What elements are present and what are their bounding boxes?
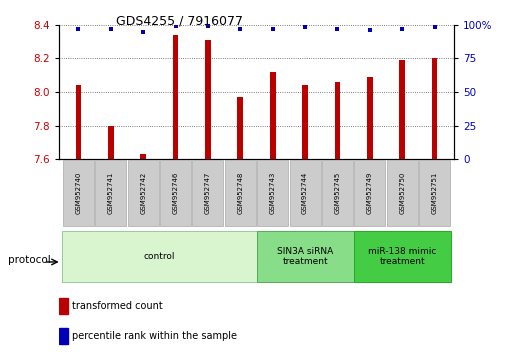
Bar [334,82,340,159]
FancyBboxPatch shape [128,160,159,226]
FancyBboxPatch shape [353,231,451,282]
FancyBboxPatch shape [160,160,191,226]
Bar [59,327,68,344]
Text: percentile rank within the sample: percentile rank within the sample [72,331,236,341]
Text: protocol: protocol [8,255,50,265]
FancyBboxPatch shape [354,160,385,226]
FancyBboxPatch shape [322,160,353,226]
Text: GSM952740: GSM952740 [75,172,82,214]
Bar [431,58,438,159]
FancyBboxPatch shape [192,160,224,226]
Bar [238,97,243,159]
Point [74,26,83,32]
Point [301,25,309,30]
FancyBboxPatch shape [256,231,353,282]
Point [204,23,212,29]
Text: SIN3A siRNA
treatment: SIN3A siRNA treatment [277,247,333,266]
Point [139,29,147,34]
FancyBboxPatch shape [387,160,418,226]
Bar [59,297,68,314]
Bar [205,40,211,159]
Point [269,26,277,32]
Bar [75,85,82,159]
FancyBboxPatch shape [419,160,450,226]
Text: GSM952743: GSM952743 [270,172,275,214]
Bar [108,126,114,159]
Bar [140,154,146,159]
Point [333,26,342,32]
Bar [270,72,275,159]
Bar [173,35,179,159]
Text: transformed count: transformed count [72,301,163,311]
FancyBboxPatch shape [289,160,321,226]
Text: GSM952750: GSM952750 [399,172,405,214]
Text: GSM952742: GSM952742 [140,172,146,214]
Point [171,23,180,29]
FancyBboxPatch shape [225,160,256,226]
FancyBboxPatch shape [95,160,126,226]
Text: GSM952749: GSM952749 [367,172,373,214]
Text: GSM952751: GSM952751 [431,172,438,214]
FancyBboxPatch shape [63,160,94,226]
Text: GDS4255 / 7916077: GDS4255 / 7916077 [116,14,243,27]
Text: GSM952744: GSM952744 [302,172,308,214]
Text: GSM952746: GSM952746 [172,172,179,214]
Point [236,26,244,32]
Point [107,26,115,32]
Point [398,26,406,32]
Point [366,27,374,33]
FancyBboxPatch shape [62,231,256,282]
Text: GSM952747: GSM952747 [205,172,211,214]
Text: GSM952745: GSM952745 [334,172,341,214]
Text: control: control [144,252,175,261]
Text: GSM952748: GSM952748 [238,172,243,214]
Text: miR-138 mimic
treatment: miR-138 mimic treatment [368,247,437,266]
Point [430,25,439,30]
Bar [302,85,308,159]
Bar [399,60,405,159]
Text: GSM952741: GSM952741 [108,172,114,214]
Bar [367,77,373,159]
FancyBboxPatch shape [257,160,288,226]
